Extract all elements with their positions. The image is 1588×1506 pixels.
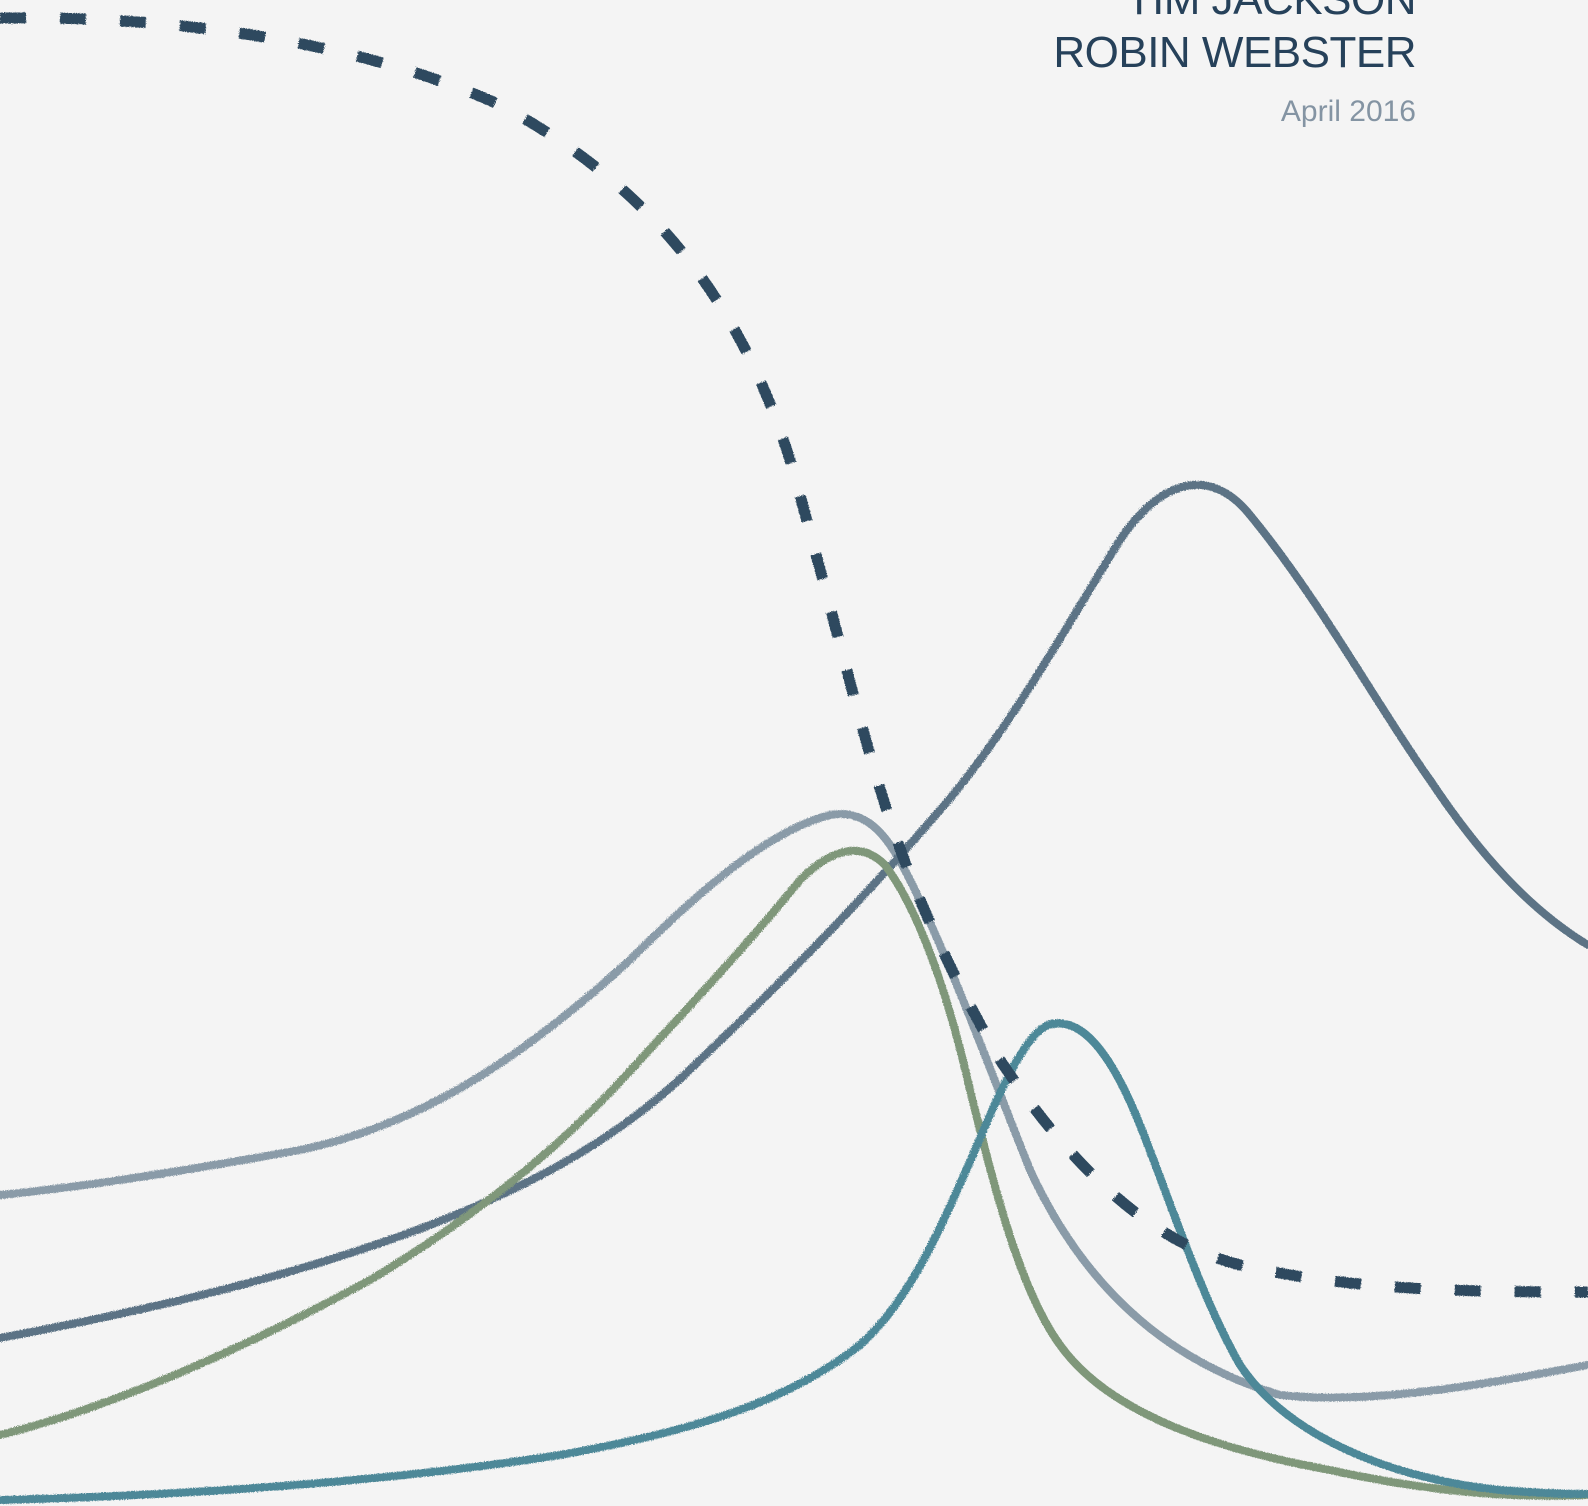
dashed-curve bbox=[0, 12, 1588, 1298]
author-name-2: ROBIN WEBSTER bbox=[1053, 27, 1416, 77]
publication-date: April 2016 bbox=[1280, 94, 1416, 128]
olive-curve bbox=[0, 846, 1588, 1500]
teal-curve bbox=[0, 1019, 1588, 1504]
slate-curve bbox=[0, 480, 1588, 1342]
author-block: TIM JACKSON ROBIN WEBSTER April 2016 bbox=[1053, 0, 1416, 130]
grey-curve bbox=[0, 810, 1588, 1402]
author-name-1: TIM JACKSON bbox=[1053, 0, 1417, 27]
